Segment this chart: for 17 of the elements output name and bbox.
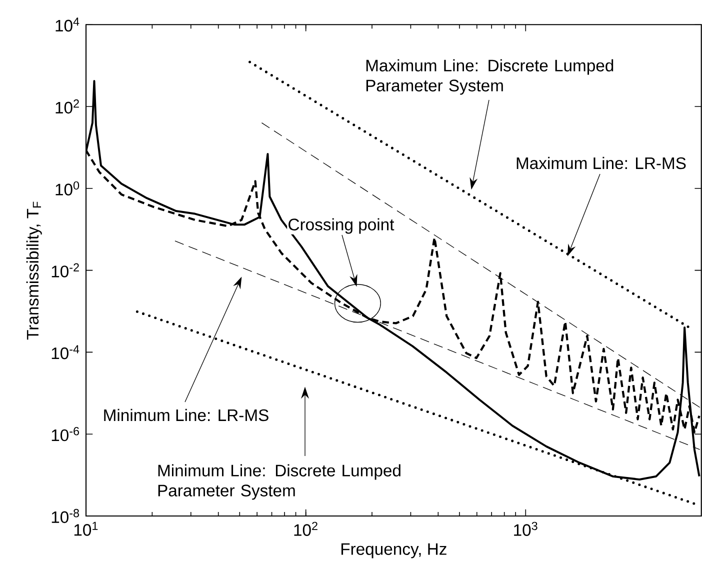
- annotation: Crossing point: [288, 218, 394, 234]
- y-tick-label: 10$^{2}$: [56, 99, 79, 114]
- y-tick-label: 10$^{0}$: [56, 181, 80, 196]
- y-tick-label: 10$^{4}$: [56, 18, 80, 32]
- y-tick-label: 10$^{-4}$: [52, 345, 80, 360]
- annotation: Minimum Line: Discrete Lumped Parameter System: [158, 464, 400, 500]
- x-tick-label: 10$^{1}$: [74, 522, 98, 536]
- y-axis-title: Transmissibility, T$_{F}$: [26, 202, 42, 340]
- x-axis-title: Frequency, Hz: [341, 543, 446, 558]
- y-tick-label: 10$^{-8}$: [52, 508, 80, 524]
- annotation: Maximum Line: LR-MS: [516, 156, 686, 170]
- annotation: Minimum Line: LR-MS: [104, 408, 268, 422]
- y-tick-label: 10$^{-2}$: [52, 263, 79, 278]
- x-tick-label: 10$^{3}$: [514, 522, 538, 536]
- y-tick-label: 10$^{-6}$: [52, 427, 80, 442]
- x-tick-label: 10$^{2}$: [294, 522, 318, 536]
- annotation: Maximum Line: Discrete Lumped Parameter System: [366, 59, 614, 95]
